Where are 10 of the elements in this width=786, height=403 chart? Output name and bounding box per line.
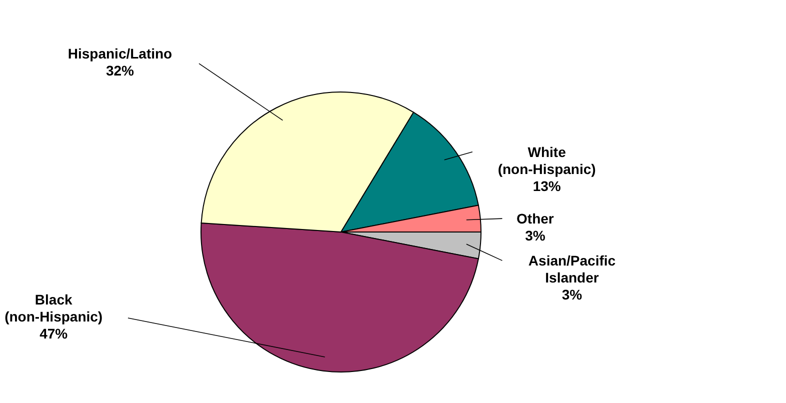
data-label: 3% — [562, 286, 583, 303]
slice-label: Black (non-Hispanic) — [4, 292, 103, 324]
data-label: 47% — [40, 326, 68, 342]
slice-label: Other — [516, 210, 554, 227]
slice-label: White (non-Hispanic) — [498, 144, 596, 177]
data-label: 13% — [532, 178, 562, 194]
data-label: 3% — [525, 228, 546, 244]
data-label: 32% — [106, 62, 135, 79]
slice-label: Hispanic/Latino — [68, 46, 172, 62]
legend-label: Asian/Pacific Islander — [528, 252, 616, 286]
